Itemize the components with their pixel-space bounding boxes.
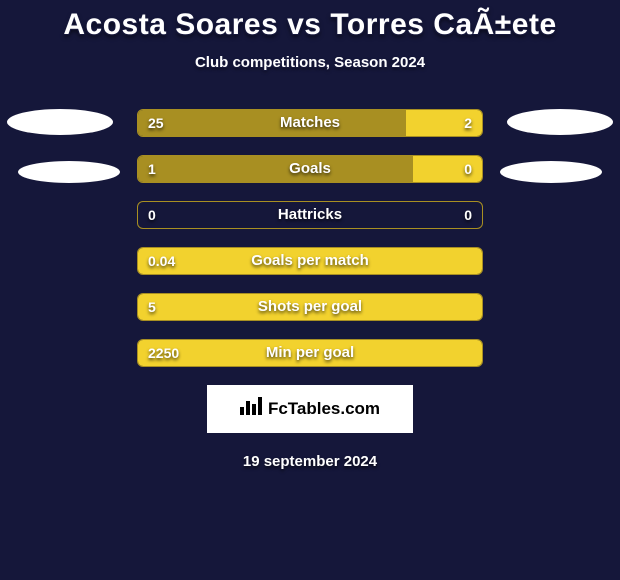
stat-row: 0.04Goals per match xyxy=(137,247,483,275)
comparison-area: 252Matches10Goals00Hattricks0.04Goals pe… xyxy=(0,109,620,367)
page-subtitle: Club competitions, Season 2024 xyxy=(0,54,620,71)
logo-text: FcTables.com xyxy=(268,399,380,419)
stat-segment-left xyxy=(138,248,482,274)
snapshot-date: 19 september 2024 xyxy=(0,453,620,470)
chart-icon xyxy=(240,397,262,421)
stat-value-right: 2 xyxy=(464,110,472,136)
stat-segment-left xyxy=(138,340,482,366)
source-logo: FcTables.com xyxy=(207,385,413,433)
player-right-avatar-body xyxy=(500,161,602,183)
stat-value-left: 25 xyxy=(148,110,164,136)
stat-value-left: 1 xyxy=(148,156,156,182)
stat-row: 2250Min per goal xyxy=(137,339,483,367)
stat-row: 10Goals xyxy=(137,155,483,183)
stat-value-left: 2250 xyxy=(148,340,179,366)
stat-value-right: 0 xyxy=(464,156,472,182)
stat-label: Hattricks xyxy=(138,202,482,228)
player-right-avatar-head xyxy=(507,109,613,135)
stat-value-left: 0 xyxy=(148,202,156,228)
page-title: Acosta Soares vs Torres CaÃ±ete xyxy=(0,0,620,42)
player-left-avatar-head xyxy=(7,109,113,135)
stat-segment-left xyxy=(138,294,482,320)
stat-row: 0 0Hattricks xyxy=(137,201,483,229)
stat-segment-left xyxy=(138,110,406,136)
stat-segment-left xyxy=(138,156,413,182)
stat-bars: 252Matches10Goals00Hattricks0.04Goals pe… xyxy=(137,109,483,367)
stat-value-left: 0.04 xyxy=(148,248,175,274)
stat-row: 252Matches xyxy=(137,109,483,137)
stat-value-left: 5 xyxy=(148,294,156,320)
stat-value-right: 0 xyxy=(464,202,472,228)
player-left-avatar-body xyxy=(18,161,120,183)
stat-row: 5Shots per goal xyxy=(137,293,483,321)
